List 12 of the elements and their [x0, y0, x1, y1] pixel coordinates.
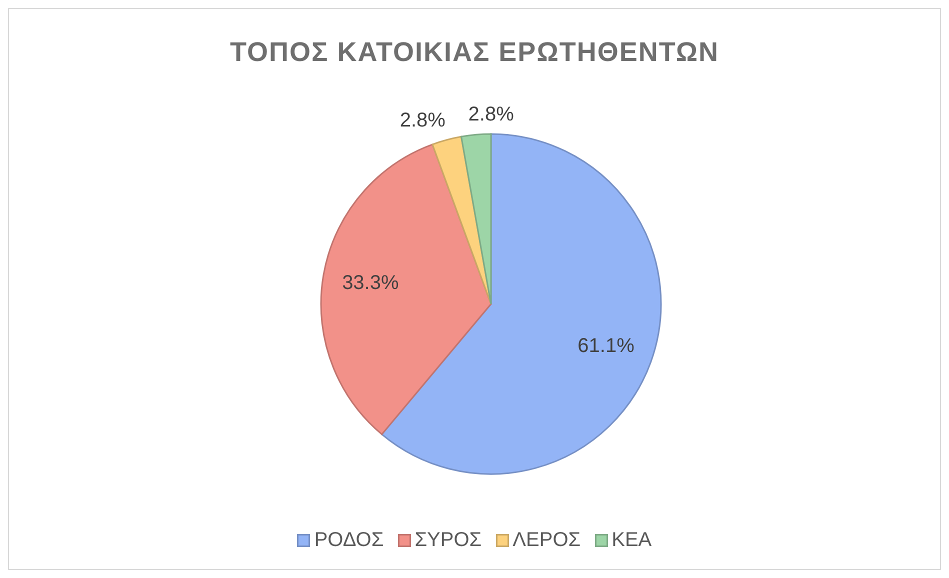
legend-label: ΚΕΑ — [612, 529, 652, 552]
pie-slice — [460, 133, 492, 305]
legend-label: ΛΕΡΟΣ — [512, 529, 581, 552]
data-label: 2.8% — [468, 104, 514, 126]
data-label: 2.8% — [400, 110, 446, 132]
legend-label: ΣΥΡΟΣ — [414, 529, 482, 552]
legend-label: ΡΟΔΟΣ — [314, 529, 384, 552]
pie-slice — [432, 136, 492, 305]
data-label: 61.1% — [578, 334, 635, 357]
chart-title: ΤΟΠΟΣ ΚΑΤΟΙΚΙΑΣ ΕΡΩΤΗΘΕΝΤΩΝ — [229, 37, 720, 68]
data-label: 33.3% — [342, 272, 399, 294]
pie-slice — [320, 144, 492, 436]
